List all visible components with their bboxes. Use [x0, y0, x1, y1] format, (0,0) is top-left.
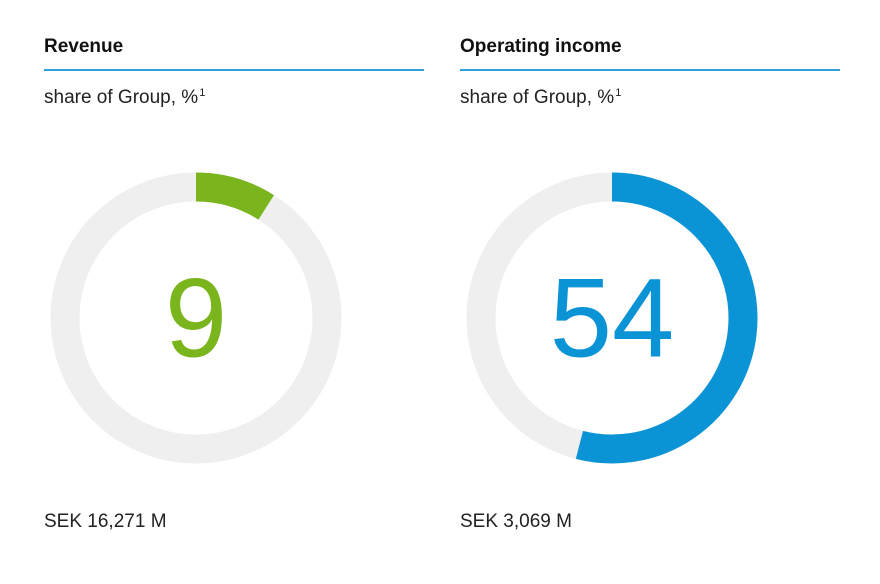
- revenue-title: Revenue: [44, 36, 124, 57]
- operating-income-title-rule: [460, 69, 840, 71]
- revenue-subtitle: share of Group, %1: [44, 87, 205, 109]
- revenue-donut-value-arc: [195, 172, 274, 220]
- operating-income-footer-amount: SEK 3,069 M: [460, 511, 572, 532]
- revenue-panel: Revenue share of Group, %1 9 SEK 16,271 …: [44, 0, 424, 584]
- revenue-donut-chart: 9: [50, 172, 342, 464]
- operating-income-title: Operating income: [460, 36, 622, 57]
- operating-income-center-value: 54: [550, 256, 675, 381]
- operating-income-donut-chart: 54: [466, 172, 758, 464]
- revenue-title-rule: [44, 69, 424, 71]
- revenue-subtitle-footnote: 1: [199, 87, 206, 99]
- operating-income-donut-value-arc: [575, 172, 758, 464]
- operating-income-subtitle: share of Group, %1: [460, 87, 621, 109]
- revenue-center-value: 9: [165, 256, 227, 381]
- operating-income-subtitle-footnote: 1: [615, 87, 622, 99]
- operating-income-subtitle-text: share of Group, %: [460, 87, 615, 108]
- revenue-footer-amount: SEK 16,271 M: [44, 511, 167, 532]
- operating-income-panel: Operating income share of Group, %1 54 S…: [460, 0, 840, 584]
- revenue-subtitle-text: share of Group, %: [44, 87, 199, 108]
